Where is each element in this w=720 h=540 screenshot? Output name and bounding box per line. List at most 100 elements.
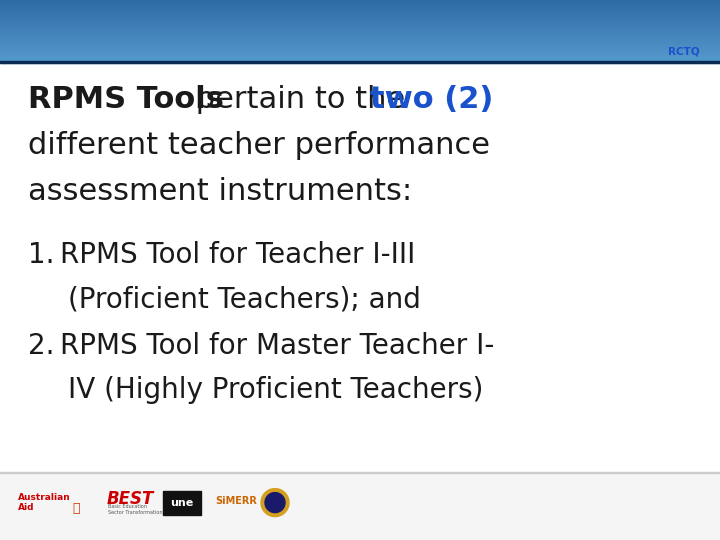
Bar	[0, 40, 720, 42]
Bar	[0, 61, 720, 63]
Bar	[0, 25, 720, 27]
Bar	[0, 48, 720, 49]
Bar	[0, 57, 720, 59]
Bar	[0, 42, 720, 43]
Bar	[0, 51, 720, 52]
Text: 2. RPMS Tool for Master Teacher I-: 2. RPMS Tool for Master Teacher I-	[28, 332, 495, 360]
Bar	[0, 35, 720, 36]
Bar	[0, 39, 720, 40]
Bar	[0, 3, 720, 4]
Bar	[0, 8, 720, 9]
Bar	[0, 472, 720, 473]
Text: une: une	[171, 497, 194, 508]
Bar	[0, 6, 720, 8]
Bar	[0, 55, 720, 56]
Text: (Proficient Teachers); and: (Proficient Teachers); and	[68, 286, 421, 313]
Bar	[0, 16, 720, 17]
Bar	[0, 30, 720, 31]
Bar	[0, 9, 720, 11]
Text: different teacher performance: different teacher performance	[28, 131, 490, 160]
Bar	[163, 491, 201, 515]
Bar	[0, 39, 720, 41]
Bar	[0, 53, 720, 54]
Bar	[0, 59, 720, 60]
Text: Basic Education
Sector Transformation: Basic Education Sector Transformation	[108, 504, 163, 515]
Bar	[0, 27, 720, 29]
Text: SiMERR: SiMERR	[215, 496, 257, 505]
Bar	[0, 13, 720, 15]
Bar	[0, 49, 720, 50]
Bar	[0, 11, 720, 12]
Bar	[0, 48, 720, 49]
Bar	[0, 32, 720, 33]
Bar	[0, 33, 720, 35]
Bar	[0, 41, 720, 43]
Bar	[0, 18, 720, 20]
Bar	[0, 472, 720, 540]
Bar	[0, 52, 720, 53]
Text: two (2): two (2)	[370, 85, 493, 114]
Bar	[0, 60, 720, 62]
Bar	[0, 50, 720, 52]
Polygon shape	[261, 489, 289, 517]
Text: RCTQ: RCTQ	[668, 46, 700, 56]
Bar	[0, 16, 720, 18]
Text: 1. RPMS Tool for Teacher I-III: 1. RPMS Tool for Teacher I-III	[28, 241, 415, 269]
Bar	[0, 17, 720, 18]
Bar	[0, 53, 720, 55]
Bar	[0, 12, 720, 13]
Text: pertain to the: pertain to the	[186, 85, 415, 114]
Bar	[0, 56, 720, 57]
Bar	[0, 46, 720, 48]
Bar	[0, 23, 720, 24]
Bar	[0, 36, 720, 37]
Text: IV (Highly Proficient Teachers): IV (Highly Proficient Teachers)	[68, 376, 483, 403]
Bar	[0, 37, 720, 38]
Bar	[0, 21, 720, 22]
Bar	[0, 5, 720, 6]
Bar	[0, 26, 720, 28]
Bar	[0, 20, 720, 22]
Bar	[0, 9, 720, 10]
Bar	[0, 5, 720, 6]
Bar	[0, 62, 720, 63]
Text: BEST: BEST	[107, 490, 154, 508]
Bar	[0, 31, 720, 32]
Bar	[0, 7, 720, 8]
Text: assessment instruments:: assessment instruments:	[28, 177, 412, 206]
Bar	[0, 0, 720, 1]
Text: 🦘: 🦘	[72, 502, 79, 515]
Bar	[0, 34, 720, 36]
Bar	[0, 12, 720, 14]
Bar	[0, 22, 720, 23]
Polygon shape	[265, 492, 285, 512]
Bar	[0, 24, 720, 25]
Bar	[0, 46, 720, 47]
Bar	[0, 45, 720, 46]
Bar	[0, 30, 720, 31]
Bar	[0, 14, 720, 15]
Bar	[0, 43, 720, 44]
Bar	[0, 60, 720, 61]
Bar	[0, 2, 720, 4]
Bar	[0, 37, 720, 38]
Bar	[0, 2, 720, 3]
Bar	[0, 55, 720, 56]
Text: RPMS Tools: RPMS Tools	[28, 85, 224, 114]
Bar	[0, 10, 720, 11]
Bar	[0, 50, 720, 51]
Bar	[0, 44, 720, 45]
Bar	[0, 18, 720, 19]
Bar	[0, 28, 720, 29]
Bar	[0, 15, 720, 16]
Text: Australian
Aid: Australian Aid	[18, 493, 71, 512]
Bar	[0, 4, 720, 5]
Bar	[0, 23, 720, 24]
Bar	[0, 57, 720, 58]
Bar	[0, 58, 720, 59]
Bar	[0, 38, 720, 39]
Bar	[0, 19, 720, 21]
Bar	[0, 44, 720, 45]
Bar	[0, 32, 720, 34]
Bar	[0, 25, 720, 26]
